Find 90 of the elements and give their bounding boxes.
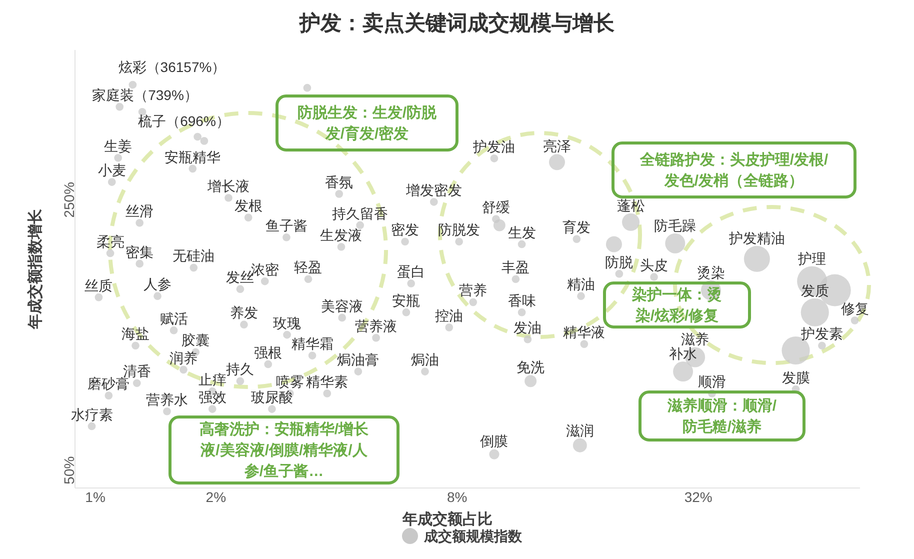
annotation: 全链路护发：头皮护理/发根/发色/发梢（全链路） xyxy=(638,150,829,190)
data-label: 发根 xyxy=(234,198,262,214)
data-label: 生发液 xyxy=(320,226,362,243)
y-axis-title: 年成交额指数增长 xyxy=(26,208,44,330)
data-label: 强效 xyxy=(198,389,226,406)
legend: 成交额规模指数 xyxy=(402,528,522,544)
data-label: 润养 xyxy=(169,350,198,366)
data-label: 生发 xyxy=(508,224,536,240)
data-label: 增发密发 xyxy=(404,182,462,198)
data-label: 清香 xyxy=(122,363,151,380)
data-label: 营养水 xyxy=(146,391,188,408)
data-label: 防脱 xyxy=(605,254,634,270)
data-label: 香氛 xyxy=(325,174,354,190)
data-label: 营养 xyxy=(459,282,488,298)
y-tick-label: 50% xyxy=(61,456,77,484)
annotation: 高奢洗护：安瓶精华/增长液/美容液/倒膜/精华液/人参/鱼子酱… xyxy=(199,420,370,480)
data-label: 滋养 xyxy=(681,331,710,348)
data-label: 焗油膏 xyxy=(337,352,380,368)
data-label: 强根 xyxy=(254,344,282,360)
data-label: 控油 xyxy=(435,308,464,324)
data-label: 亮泽 xyxy=(542,138,571,154)
data-label: 营养液 xyxy=(355,318,398,334)
data-label: 补水 xyxy=(669,346,698,362)
legend-label: 成交额规模指数 xyxy=(423,528,523,544)
data-label: 发膜 xyxy=(782,369,810,386)
data-label: 持久 xyxy=(226,361,254,378)
data-label: 烫染 xyxy=(696,264,725,280)
data-label: 防脱发 xyxy=(438,222,480,238)
data-label: 精华液 xyxy=(563,324,606,340)
annotation: 滋养顺滑：顺滑/防毛糙/滋养 xyxy=(666,396,778,436)
data-label: 鱼子酱 xyxy=(265,217,308,234)
data-label: 无硅油 xyxy=(172,248,215,264)
data-label: 丝质 xyxy=(84,277,113,294)
data-label: 胶囊 xyxy=(182,332,210,348)
annotation: 家庭装（739%） xyxy=(92,87,198,103)
data-label: 柔亮 xyxy=(96,233,124,250)
data-label: 轻盈 xyxy=(294,259,322,276)
data-label: 蛋白 xyxy=(397,264,426,280)
y-tick-label: 250% xyxy=(61,182,77,218)
data-label: 发质 xyxy=(800,282,829,298)
x-tick-label: 32% xyxy=(684,489,712,505)
data-label: 玻尿酸 xyxy=(250,389,293,406)
data-label: 头皮 xyxy=(640,257,668,274)
x-axis-title: 年成交额占比 xyxy=(402,510,492,528)
data-label: 精华霜 xyxy=(291,336,334,352)
data-label: 海盐 xyxy=(121,326,150,342)
data-label: 丝滑 xyxy=(126,202,154,219)
data-label: 发油 xyxy=(514,319,542,336)
x-tick-label: 1% xyxy=(85,489,106,505)
data-label: 倒膜 xyxy=(480,433,508,450)
data-label: 蓬松 xyxy=(616,197,645,214)
data-label: 丰盈 xyxy=(502,259,530,276)
data-label: 修复 xyxy=(840,300,869,316)
annotation: 防脱生发：生发/防脱发/育发/密发 xyxy=(297,104,438,142)
data-label: 护发油 xyxy=(472,138,516,154)
data-label: 安瓶 xyxy=(392,292,420,308)
data-label: 精华素 xyxy=(306,374,348,390)
data-label: 育发 xyxy=(562,219,591,236)
data-label: 养发 xyxy=(230,304,258,321)
data-label: 香味 xyxy=(508,292,536,308)
data-label: 精油 xyxy=(566,276,595,292)
data-label: 喷雾 xyxy=(276,374,304,390)
chart-title: 护发：卖点关键词成交规模与增长 xyxy=(298,11,616,35)
data-label: 密发 xyxy=(391,222,420,238)
data-label: 增长液 xyxy=(206,178,250,194)
data-label: 小麦 xyxy=(98,162,126,178)
data-label: 滋润 xyxy=(566,422,594,438)
data-label: 护理 xyxy=(797,250,826,266)
data-label: 持久留香 xyxy=(332,205,388,222)
data-label: 护发精油 xyxy=(728,230,785,246)
data-label: 护发素 xyxy=(800,326,843,342)
data-label: 安瓶精华 xyxy=(164,148,221,165)
data-label: 免洗 xyxy=(516,359,545,376)
data-label: 焗油 xyxy=(410,352,439,368)
x-tick-label: 8% xyxy=(447,489,468,505)
data-label: 人参 xyxy=(144,276,172,292)
data-label: 止痒 xyxy=(198,371,226,388)
data-label: 防毛躁 xyxy=(654,217,696,234)
data-label: 顺滑 xyxy=(698,374,726,390)
data-label: 生姜 xyxy=(104,138,132,154)
annotation: 炫彩（36157%） xyxy=(118,59,226,75)
data-label: 舒缓 xyxy=(482,199,510,216)
data-label: 水疗素 xyxy=(70,406,113,422)
data-label: 玫瑰 xyxy=(273,314,302,331)
data-label: 美容液 xyxy=(321,298,364,314)
data-label: 密集 xyxy=(126,244,154,260)
annotation: 染护一体：烫染/炫彩/修复 xyxy=(631,286,722,324)
annotation: 梳子（696%） xyxy=(138,113,230,129)
data-label: 赋活 xyxy=(160,310,188,326)
x-tick-label: 2% xyxy=(206,489,226,505)
